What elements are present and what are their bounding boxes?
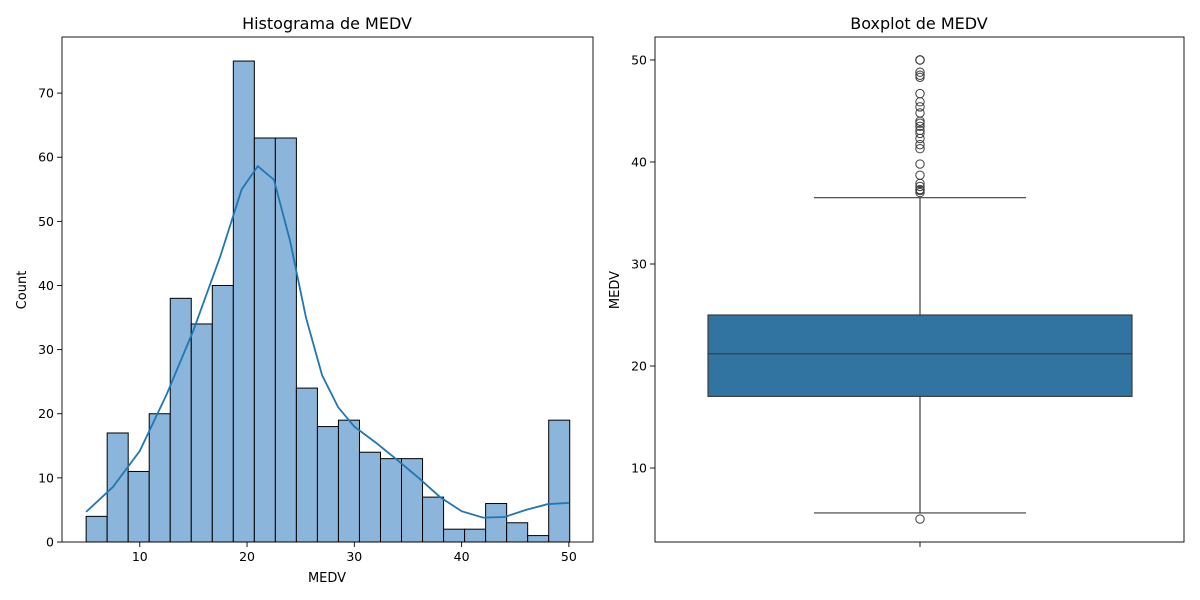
histogram-bar <box>506 522 529 543</box>
outlier-point <box>915 118 925 128</box>
histogram-x-ticks: 10 20 30 40 50 <box>132 542 577 564</box>
boxplot-panel: Boxplot de MEDV 10 20 30 40 50 MEDV <box>608 14 1185 547</box>
outlier-point <box>915 88 925 99</box>
histogram-bar <box>358 451 381 543</box>
y-tick-label: 10 <box>631 461 647 476</box>
histogram-bars <box>85 60 571 543</box>
outlier-point <box>915 133 925 144</box>
x-tick-label: 20 <box>239 549 255 564</box>
y-tick-label: 30 <box>38 342 54 357</box>
outlier-point <box>915 67 925 77</box>
outlier-point <box>915 116 925 126</box>
outlier-point <box>915 159 925 169</box>
histogram-title: Histograma de MEDV <box>242 14 412 33</box>
outlier-point <box>915 139 925 150</box>
histogram-bar <box>169 297 192 543</box>
histogram-bar <box>148 413 171 543</box>
interquartile-box <box>707 314 1133 397</box>
histogram-bar <box>548 419 571 543</box>
y-tick-label: 0 <box>46 535 54 550</box>
histogram-frame <box>61 36 594 543</box>
outlier-point <box>915 108 925 118</box>
histogram-bar <box>422 496 445 543</box>
boxplot-title: Boxplot de MEDV <box>850 14 988 33</box>
histogram-bar <box>127 470 150 543</box>
y-tick-label: 20 <box>631 359 647 374</box>
boxplot-frame <box>654 36 1185 543</box>
y-tick-label: 70 <box>38 86 54 101</box>
histogram-x-axis-label: MEDV <box>308 571 346 586</box>
kde-line <box>85 164 569 519</box>
histogram-bar <box>443 528 466 543</box>
outlier-point <box>915 170 925 180</box>
x-tick-label: 40 <box>454 549 470 564</box>
histogram-bar <box>190 323 213 543</box>
outlier-point <box>915 128 925 139</box>
histogram-bar <box>211 284 234 543</box>
x-tick-label: 10 <box>132 549 148 564</box>
histogram-bar <box>232 60 255 543</box>
histogram-panel: Histograma de MEDV 10 20 30 40 50 0 10 20 30 40 5… <box>15 14 594 586</box>
histogram-bar <box>85 515 108 543</box>
y-tick-label: 40 <box>38 278 54 293</box>
outlier-point <box>915 514 925 524</box>
outlier-point <box>915 55 925 65</box>
boxplot-y-ticks: 10 20 30 40 50 <box>631 52 655 476</box>
y-tick-label: 30 <box>631 256 647 271</box>
outlier-point <box>915 97 925 107</box>
outlier-point <box>915 144 925 154</box>
histogram-bar <box>316 426 339 543</box>
histogram-bar <box>401 458 424 543</box>
outlier-point <box>915 178 925 189</box>
outlier-point <box>915 72 925 82</box>
y-tick-label: 50 <box>631 52 647 67</box>
outlier-point <box>915 121 925 131</box>
histogram-bar <box>337 419 360 543</box>
histogram-bar <box>106 432 129 543</box>
histogram-y-ticks: 0 10 20 30 40 50 60 70 <box>38 86 62 550</box>
histogram-bar <box>379 458 403 543</box>
outlier-point <box>915 187 925 198</box>
histogram-bar <box>253 137 276 543</box>
x-tick-label: 50 <box>561 549 577 564</box>
x-tick-label: 30 <box>346 549 362 564</box>
histogram-y-axis-label: Count <box>15 271 30 310</box>
y-tick-label: 10 <box>38 470 54 485</box>
histogram-bar <box>295 387 318 543</box>
boxplot-elements <box>707 55 1133 524</box>
histogram-bar <box>527 535 550 543</box>
histogram-bar <box>485 503 508 543</box>
boxplot-y-axis-label: MEDV <box>608 271 623 309</box>
outlier-point <box>915 102 925 112</box>
y-tick-label: 50 <box>38 214 54 229</box>
histogram-bar <box>464 528 487 543</box>
y-tick-label: 40 <box>631 154 647 169</box>
y-tick-label: 20 <box>38 406 54 421</box>
y-tick-label: 60 <box>38 150 54 165</box>
outlier-point <box>915 181 925 192</box>
